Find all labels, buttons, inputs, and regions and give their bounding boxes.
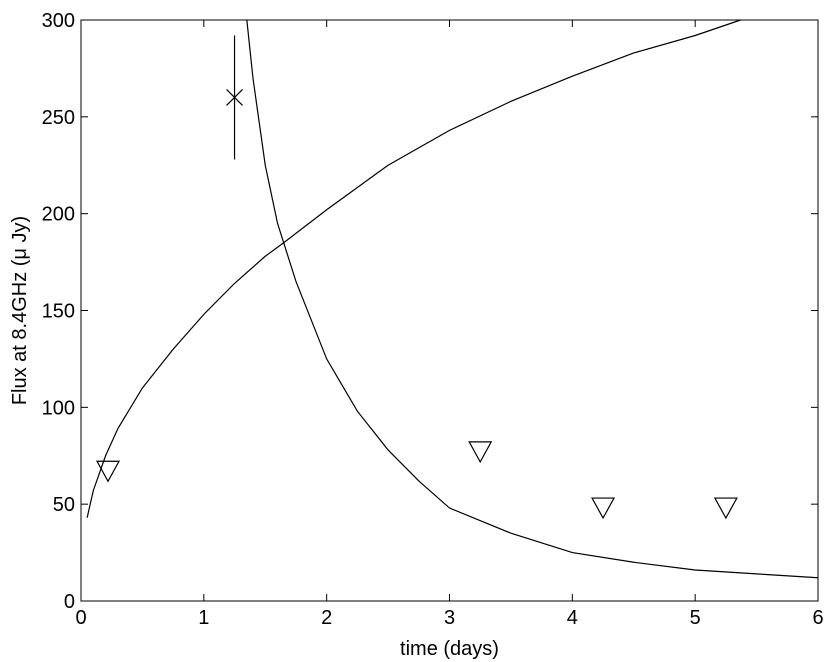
y-tick-label: 200 — [42, 204, 75, 226]
x-tick-label: 2 — [321, 607, 332, 629]
upper-limit-marker — [468, 441, 493, 464]
axis-ticks: 0 1 2 3 4 5 6 0 50 100 150 200 250 300 — [42, 10, 824, 629]
model-curve-2 — [246, 19, 819, 579]
x-tick-label: 5 — [690, 607, 701, 629]
detection-marker — [226, 89, 243, 106]
y-tick-label: 0 — [64, 591, 75, 613]
x-tick-label: 6 — [812, 607, 823, 629]
model-curves — [86, 19, 819, 579]
upper-limit-marker — [591, 497, 616, 520]
x-axis-label: time (days) — [400, 638, 499, 660]
upper-limit-marker — [96, 460, 121, 483]
data-points — [96, 35, 738, 520]
y-tick-label: 100 — [42, 397, 75, 419]
plot-frame — [80, 19, 819, 602]
y-tick-label: 150 — [42, 301, 75, 323]
upper-limit-marker — [713, 497, 738, 520]
model-curve-1 — [86, 19, 741, 518]
x-tick-label: 1 — [198, 607, 209, 629]
x-tick-label: 4 — [567, 607, 578, 629]
y-tick-label: 300 — [42, 10, 75, 32]
x-tick-label: 3 — [444, 607, 455, 629]
y-tick-label: 250 — [42, 107, 75, 129]
y-axis-label: Flux at 8.4GHz (μ Jy) — [9, 216, 31, 405]
y-tick-label: 50 — [53, 494, 75, 516]
x-tick-label: 0 — [75, 607, 86, 629]
